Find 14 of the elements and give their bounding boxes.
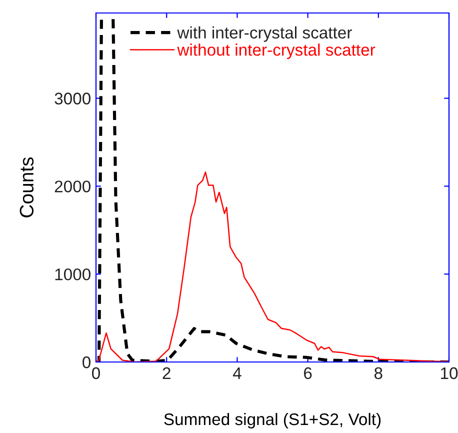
legend-label: without inter-crystal scatter [177,44,376,60]
y-tick-label: 3000 [54,92,90,104]
y-tick-label: 2000 [54,180,90,192]
legend-label: with inter-crystal scatter [177,26,352,42]
y-tick-label: 0 [82,356,90,368]
x-tick-label: 8 [374,367,382,380]
x-axis-title: Summed signal (S1+S2, Volt) [164,412,381,428]
y-tick-label: 1000 [55,268,90,280]
x-tick-label: 4 [232,367,242,379]
x-tick-label: 0 [92,367,100,380]
x-tick-label: 10 [441,367,458,380]
x-tick-label: 6 [304,367,312,380]
y-axis-title: Counts [20,157,34,218]
x-tick-label: 2 [162,367,170,379]
